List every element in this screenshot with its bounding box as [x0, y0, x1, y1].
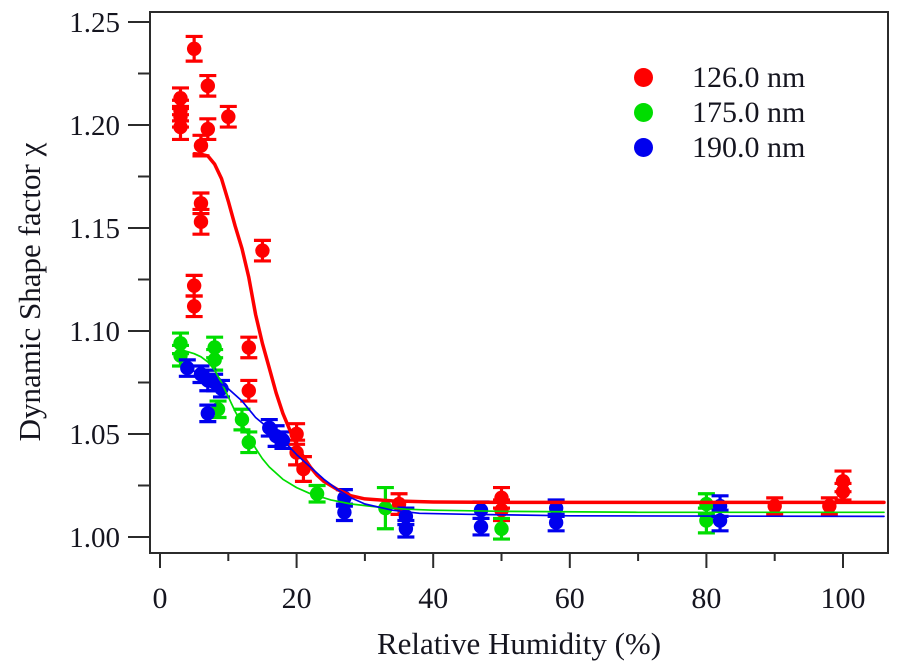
legend-item-126nm: 126.0 nm [634, 60, 805, 95]
data-point [200, 78, 216, 94]
x-tick-label: 100 [821, 582, 866, 615]
y-tick-label: 1.25 [69, 7, 120, 39]
data-point [193, 138, 209, 153]
data-point [221, 109, 236, 124]
plot-frame [149, 11, 889, 554]
x-tick-label: 20 [282, 582, 312, 615]
data-point [193, 214, 209, 230]
data-point [398, 521, 414, 536]
fit-curve [192, 152, 886, 505]
y-tick-label: 1.15 [69, 213, 120, 245]
legend: 126.0 nm 175.0 nm 190.0 nm [634, 60, 805, 165]
y-axis-label: Dynamic Shape factor χ [12, 142, 47, 442]
data-point [200, 406, 216, 421]
y-tick-label: 1.05 [69, 419, 120, 451]
data-point [835, 484, 851, 499]
data-point [296, 461, 311, 477]
data-point [548, 515, 564, 530]
data-point [337, 505, 352, 520]
x-tick-label: 60 [555, 582, 585, 615]
data-point [200, 121, 216, 137]
legend-marker-190nm-icon [634, 138, 653, 157]
data-point [173, 119, 188, 135]
legend-label-126nm: 126.0 nm [692, 60, 806, 94]
fit-curve [183, 349, 885, 514]
data-point [193, 196, 209, 211]
legend-marker-175nm-icon [634, 103, 653, 122]
legend-item-190nm: 190.0 nm [634, 130, 805, 165]
legend-item-175nm: 175.0 nm [634, 95, 805, 130]
x-tick-label: 40 [418, 582, 448, 615]
data-point [473, 519, 489, 534]
legend-label-190nm: 190.0 nm [692, 130, 806, 164]
data-point [180, 360, 195, 376]
data-point [699, 513, 714, 528]
data-point [186, 41, 202, 56]
data-point [494, 503, 509, 518]
y-tick-label: 1.10 [69, 316, 120, 348]
data-point [186, 299, 202, 314]
data-point [241, 340, 256, 355]
data-point [214, 381, 229, 396]
data-point [186, 278, 202, 293]
x-axis-label: Relative Humidity (%) [376, 626, 662, 661]
x-tick-label: 80 [691, 582, 721, 615]
data-point [241, 435, 256, 450]
y-tick-label: 1.20 [69, 110, 120, 142]
fit-curve [186, 368, 885, 518]
x-tick-label: 0 [153, 582, 168, 615]
data-point [494, 521, 509, 536]
data-point [207, 352, 222, 368]
data-point [255, 243, 270, 258]
legend-label-175nm: 175.0 nm [692, 95, 806, 129]
y-tick-label: 1.00 [69, 522, 120, 554]
data-point [241, 383, 256, 398]
legend-marker-126nm-icon [634, 68, 653, 87]
